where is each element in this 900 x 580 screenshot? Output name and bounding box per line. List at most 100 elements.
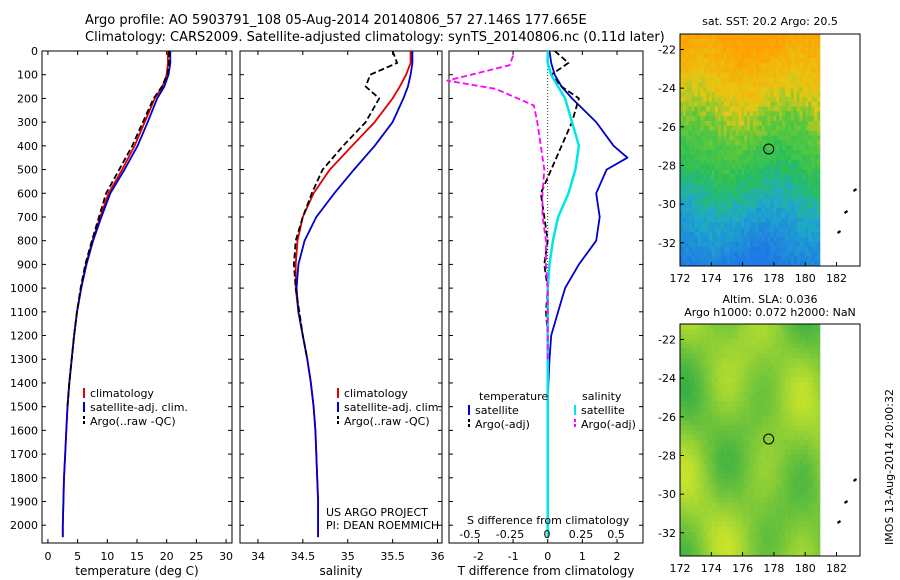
map-cell xyxy=(750,232,754,238)
map-cell xyxy=(720,145,725,151)
map-cell xyxy=(703,324,707,330)
map-cell xyxy=(709,502,713,508)
map-cell xyxy=(758,493,762,499)
map-cell xyxy=(717,430,722,436)
map-cell xyxy=(700,372,704,378)
map-cell xyxy=(761,324,765,330)
map-cell xyxy=(691,406,695,412)
map-cell xyxy=(814,444,818,450)
map-cell xyxy=(688,188,692,194)
map-cell xyxy=(755,396,760,402)
map-cell xyxy=(773,449,777,455)
map-cell xyxy=(761,483,765,489)
map-cell xyxy=(790,406,795,412)
map-cell xyxy=(770,357,774,363)
map-cell xyxy=(744,58,748,64)
map-cell xyxy=(808,145,812,151)
map-cell xyxy=(817,164,821,170)
map-cell xyxy=(700,217,704,223)
map-cell xyxy=(790,87,795,93)
map-cell xyxy=(776,150,780,156)
map-cell xyxy=(814,125,818,131)
map-cell xyxy=(811,87,815,93)
map-cell xyxy=(790,222,795,228)
map-cell xyxy=(747,527,751,533)
map-cell xyxy=(796,440,800,446)
map-cell xyxy=(732,507,736,513)
map-cell xyxy=(680,517,684,523)
map-cell xyxy=(726,111,730,117)
map-cell xyxy=(717,53,722,59)
map-cell xyxy=(770,353,774,359)
map-cell xyxy=(729,43,733,49)
map-cell xyxy=(720,483,725,489)
map-cell xyxy=(758,208,762,214)
map-cell xyxy=(744,256,748,262)
map-cell xyxy=(688,406,692,412)
map-cell xyxy=(767,415,771,421)
map-cell xyxy=(787,324,792,330)
map-cell xyxy=(755,357,760,363)
map-cell xyxy=(761,212,765,218)
map-cell xyxy=(802,179,806,185)
map-cell xyxy=(720,48,725,54)
map-cell xyxy=(680,435,684,441)
map-cell xyxy=(741,541,745,547)
map-cell xyxy=(691,401,695,407)
map-cell xyxy=(717,343,722,349)
map-cell xyxy=(785,237,789,243)
map-cell xyxy=(697,483,701,489)
map-cell xyxy=(761,362,765,368)
map-cell xyxy=(709,454,713,460)
map-cell xyxy=(787,353,792,359)
map-cell xyxy=(776,246,780,252)
map-cell xyxy=(799,512,803,518)
map-cell xyxy=(741,386,745,392)
map-cell xyxy=(744,493,748,499)
map-cell xyxy=(755,87,760,93)
map-cell xyxy=(700,401,704,407)
map-cell xyxy=(785,459,789,465)
map-cell xyxy=(706,348,710,354)
map-cell xyxy=(752,203,757,209)
map-cell xyxy=(773,343,777,349)
map-cell xyxy=(706,92,710,98)
map-cell xyxy=(735,367,739,373)
map-cell xyxy=(796,67,800,73)
map-cell xyxy=(726,251,730,257)
map-cell xyxy=(709,324,713,330)
map-cell xyxy=(805,401,809,407)
map-cell xyxy=(790,150,795,156)
map-cell xyxy=(793,507,797,513)
map-cell xyxy=(814,169,818,175)
map-cell xyxy=(729,502,733,508)
map-cell xyxy=(785,512,789,518)
map-cell xyxy=(685,145,690,151)
map-cell xyxy=(744,169,748,175)
map-cell xyxy=(735,256,739,262)
map-cell xyxy=(738,106,742,112)
map-cell xyxy=(685,415,690,421)
map-cell xyxy=(715,125,719,131)
map-cell xyxy=(793,67,797,73)
map-cell xyxy=(706,328,710,334)
map-cell xyxy=(764,237,768,243)
map-cell xyxy=(808,188,812,194)
map-cell xyxy=(767,63,771,69)
map-cell xyxy=(715,38,719,44)
map-cell xyxy=(758,541,762,547)
map-cell xyxy=(770,256,774,262)
map-cell xyxy=(793,111,797,117)
map-cell xyxy=(732,174,736,180)
map-cell xyxy=(709,531,713,537)
map-cell xyxy=(688,517,692,523)
map-cell xyxy=(691,517,695,523)
map-cell xyxy=(682,464,687,470)
map-cell xyxy=(764,357,768,363)
map-cell xyxy=(787,507,792,513)
map-cell xyxy=(709,198,713,204)
map-cell xyxy=(805,333,809,339)
map-cell xyxy=(744,241,748,247)
map-cell xyxy=(808,546,812,552)
map-cell xyxy=(747,483,751,489)
